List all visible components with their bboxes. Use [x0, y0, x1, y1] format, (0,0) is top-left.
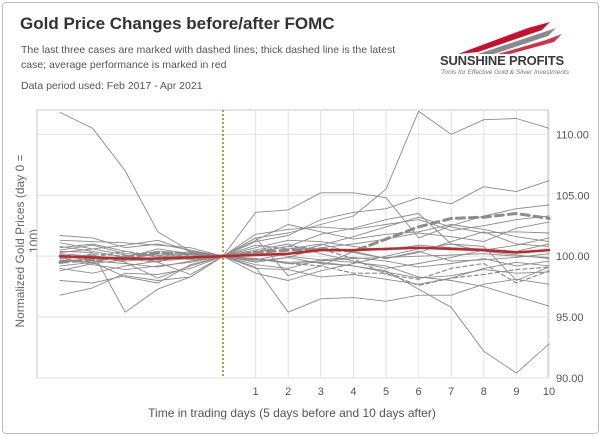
recent-case-line [59, 250, 550, 286]
chart-title: Gold Price Changes before/after FOMC [20, 14, 335, 33]
x-tick-label: 6 [416, 386, 422, 398]
x-tick-label: 4 [350, 386, 356, 398]
case-line [59, 235, 550, 307]
chart-subtitle: The last three cases are marked with das… [21, 44, 396, 71]
y-tick-label: 100.00 [556, 251, 590, 263]
case-line [59, 111, 550, 263]
y-tick-label: 110.00 [556, 129, 589, 141]
x-tick-label: 3 [318, 386, 324, 398]
logo-tagline: Tools for Effective Gold & Silver Invest… [441, 69, 570, 76]
x-tick-label: 10 [543, 386, 555, 398]
x-tick-label: 1 [253, 386, 259, 398]
recent-case-line [59, 245, 550, 284]
y-tick-label: 90.00 [556, 373, 584, 385]
plot-area [36, 109, 549, 379]
case-line [59, 254, 550, 374]
case-line [59, 255, 550, 313]
case-line [59, 255, 550, 285]
case-line [59, 224, 550, 271]
case-line [59, 255, 550, 296]
average-line [58, 246, 551, 260]
case-line [59, 216, 550, 272]
case-line [59, 231, 550, 313]
x-tick-label: 9 [513, 386, 519, 398]
latest-case-line [58, 212, 551, 264]
case-line [59, 180, 550, 279]
sunshine-profits-logo-icon [458, 22, 562, 54]
x-tick-label: 2 [285, 386, 291, 398]
case-line [59, 192, 550, 257]
x-tick-label: 8 [481, 386, 487, 398]
x-tick-label: 7 [448, 386, 454, 398]
logo-name: SUNSHINE PROFITS [440, 53, 564, 68]
case-line [59, 213, 550, 284]
x-tick-label: 5 [383, 386, 389, 398]
y-tick-label: 95.00 [556, 312, 584, 324]
x-axis-label: Time in trading days (5 days before and … [148, 406, 436, 420]
y-tick-label: 105.00 [556, 190, 590, 202]
data-period-note: Data period used: Feb 2017 - Apr 2021 [21, 80, 203, 92]
